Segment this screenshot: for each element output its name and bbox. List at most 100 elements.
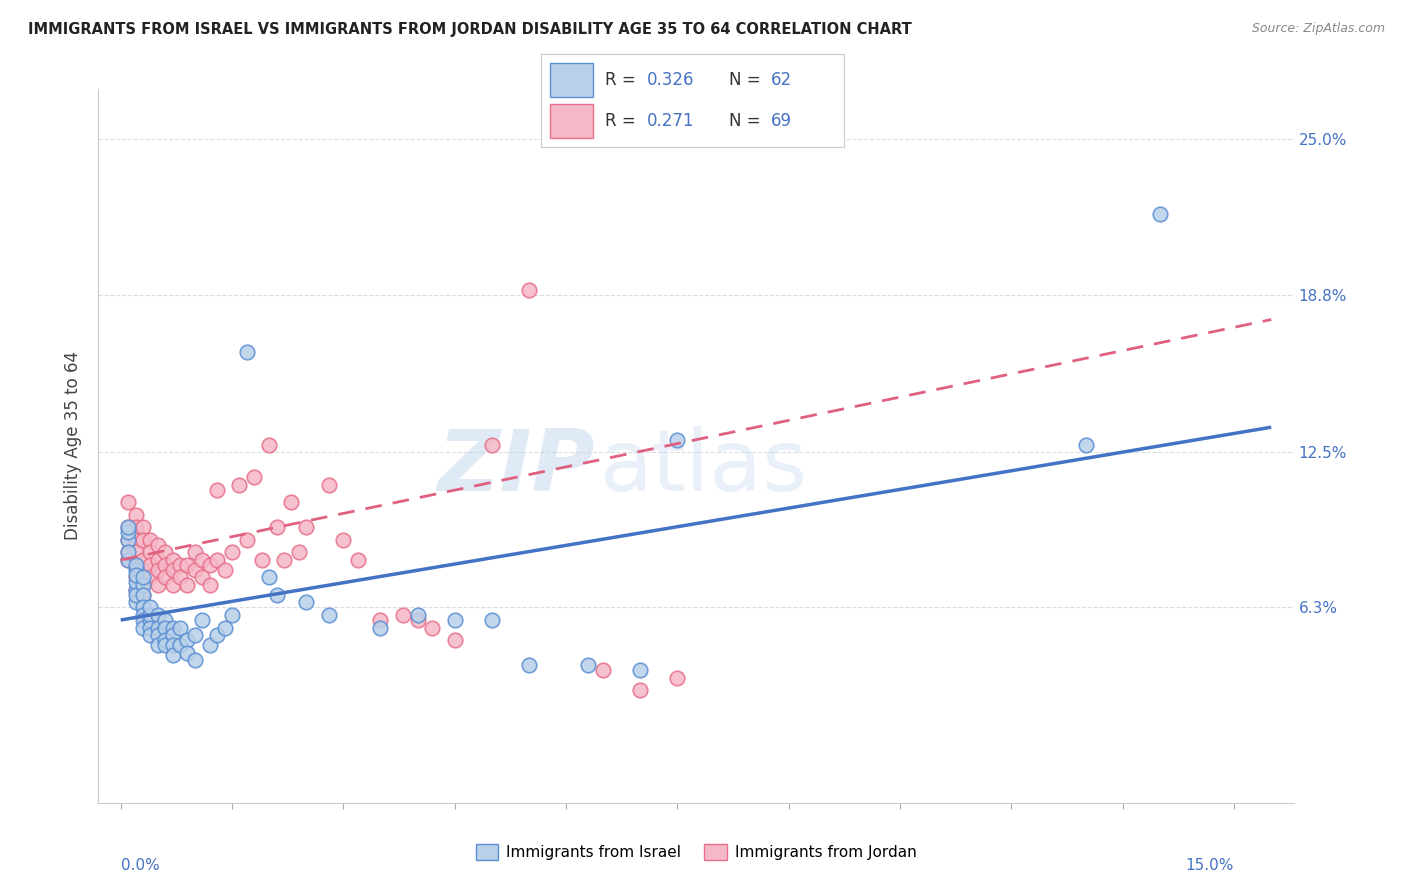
Point <box>132 520 155 534</box>
Point <box>184 545 207 559</box>
Point <box>124 568 146 582</box>
Point <box>628 683 651 698</box>
Point <box>117 520 139 534</box>
Point <box>132 570 155 584</box>
Point <box>517 283 540 297</box>
Point <box>124 595 146 609</box>
Point <box>139 600 162 615</box>
Text: R =: R = <box>605 70 641 88</box>
Text: 69: 69 <box>770 112 792 130</box>
Text: 15.0%: 15.0% <box>1185 858 1234 873</box>
Point <box>132 588 155 602</box>
Text: ZIP: ZIP <box>437 425 595 509</box>
Point <box>162 553 184 567</box>
Point <box>443 633 465 648</box>
Point <box>198 638 221 652</box>
Point <box>205 553 228 567</box>
Point <box>205 628 228 642</box>
Point <box>132 563 155 577</box>
Point <box>169 638 191 652</box>
Point <box>257 570 280 584</box>
Point <box>370 621 392 635</box>
Point <box>318 607 340 622</box>
Point <box>481 438 503 452</box>
Text: 0.0%: 0.0% <box>121 858 159 873</box>
Point <box>236 533 259 547</box>
Point <box>391 607 413 622</box>
Point <box>666 433 689 447</box>
Point <box>273 553 295 567</box>
Point <box>117 553 139 567</box>
Point <box>132 621 155 635</box>
Text: 0.326: 0.326 <box>647 70 695 88</box>
Point <box>236 345 259 359</box>
Point <box>214 621 236 635</box>
Point <box>146 607 169 622</box>
Point <box>191 553 214 567</box>
Point <box>191 613 214 627</box>
Point <box>628 663 651 677</box>
Point <box>162 648 184 662</box>
Point <box>406 607 429 622</box>
Text: R =: R = <box>605 112 641 130</box>
Point <box>266 520 288 534</box>
Point <box>117 545 139 559</box>
Point <box>370 613 392 627</box>
Point <box>117 495 139 509</box>
Point <box>155 633 177 648</box>
Point <box>139 533 162 547</box>
Point <box>117 553 139 567</box>
Point <box>295 595 318 609</box>
Point <box>146 538 169 552</box>
Point <box>443 613 465 627</box>
Point <box>146 553 169 567</box>
Point <box>347 553 370 567</box>
Point <box>117 520 139 534</box>
Point <box>176 578 198 592</box>
Point <box>124 533 146 547</box>
Point <box>406 613 429 627</box>
Point <box>155 638 177 652</box>
Point <box>184 653 207 667</box>
Point <box>155 545 177 559</box>
Point <box>169 558 191 572</box>
Point <box>162 628 184 642</box>
Point <box>132 600 155 615</box>
Point <box>124 563 146 577</box>
Point <box>124 588 146 602</box>
Point <box>162 621 184 635</box>
Point <box>132 607 155 622</box>
Point <box>155 621 177 635</box>
Point <box>162 563 184 577</box>
Point <box>184 563 207 577</box>
Text: 0.271: 0.271 <box>647 112 695 130</box>
Point <box>132 578 155 592</box>
Point <box>176 558 198 572</box>
Point <box>124 558 146 572</box>
Point <box>139 607 162 622</box>
Point <box>214 563 236 577</box>
Point <box>422 621 444 635</box>
Point <box>124 520 146 534</box>
Point <box>1074 438 1097 452</box>
Legend: Immigrants from Israel, Immigrants from Jordan: Immigrants from Israel, Immigrants from … <box>470 838 922 866</box>
Point <box>155 613 177 627</box>
Point <box>146 578 169 592</box>
Point <box>592 663 614 677</box>
Point <box>139 558 162 572</box>
Point <box>576 658 599 673</box>
Point <box>132 613 155 627</box>
Point <box>257 438 280 452</box>
Point <box>124 508 146 522</box>
Point <box>184 628 207 642</box>
Point <box>280 495 302 509</box>
Point <box>295 520 318 534</box>
Text: N =: N = <box>728 70 766 88</box>
Point <box>139 628 162 642</box>
Point <box>198 558 221 572</box>
Point <box>146 638 169 652</box>
Point <box>124 545 146 559</box>
Point <box>132 533 155 547</box>
Point <box>169 621 191 635</box>
Point <box>250 553 273 567</box>
